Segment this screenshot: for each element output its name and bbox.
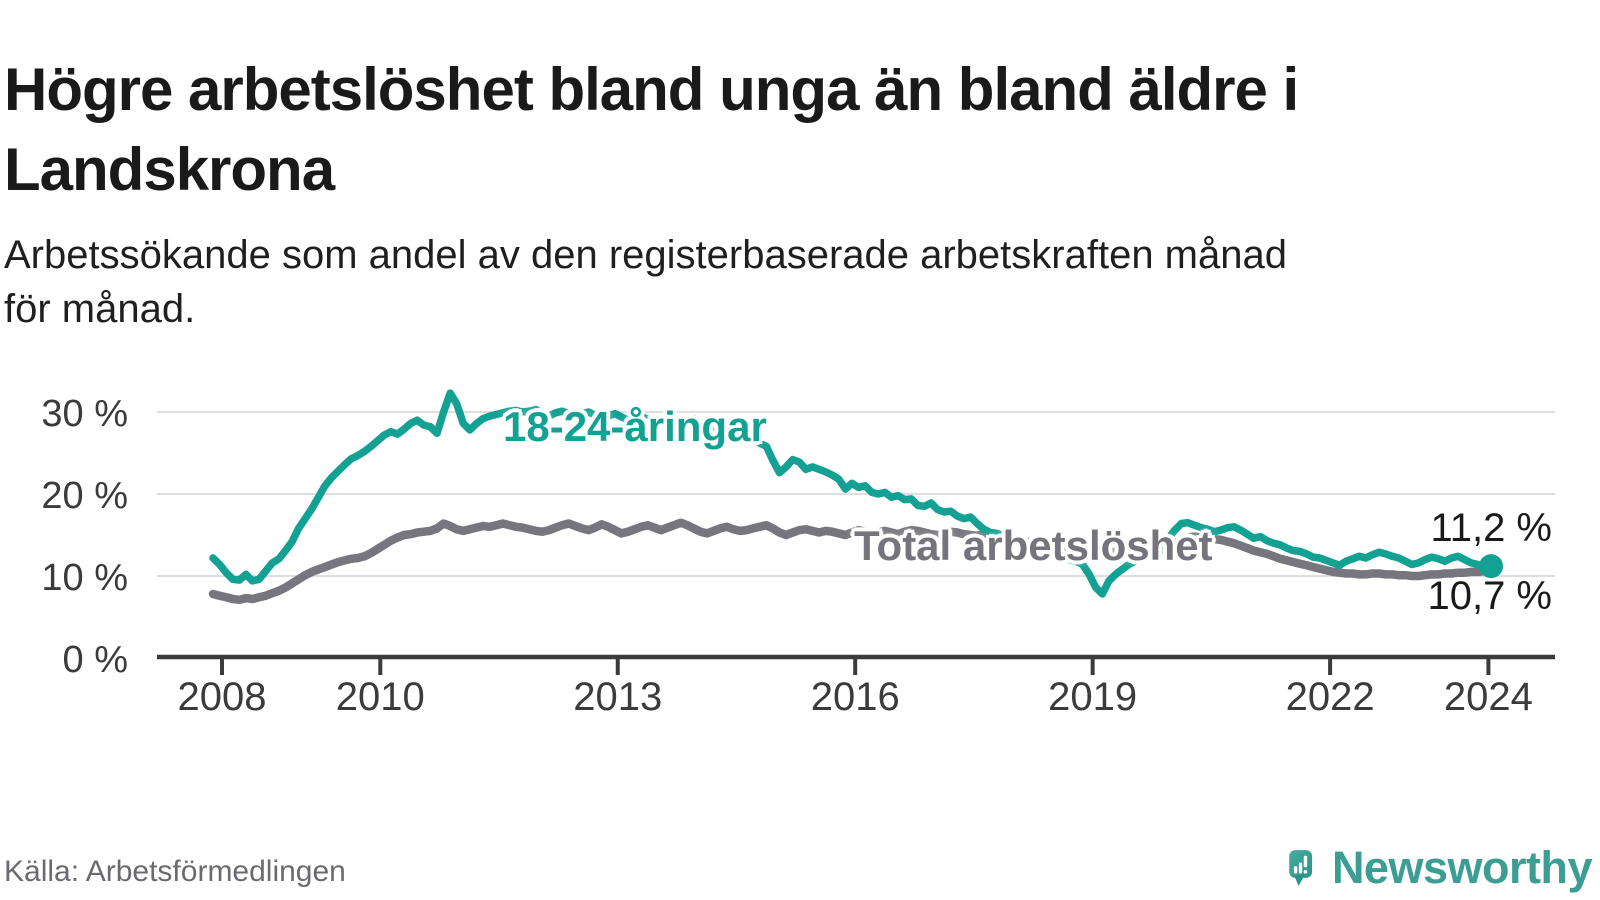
logo-exclamation-dot	[1303, 869, 1308, 874]
logo-bar-2	[1298, 862, 1303, 874]
x-tick-label-2010: 2010	[336, 675, 425, 719]
series-end-dot	[1479, 554, 1503, 579]
logo-exclamation-bar	[1303, 855, 1308, 868]
logo-bubble-tail	[1294, 875, 1305, 886]
end-value-youth: 11,2 %	[1430, 506, 1552, 550]
y-tick-label-20: 20 %	[41, 475, 128, 517]
series-line-total	[208, 518, 1496, 605]
series-line-youth	[209, 389, 1495, 598]
x-tick-label-2008: 2008	[178, 675, 267, 719]
y-tick-label-10: 10 %	[41, 557, 128, 599]
page-subtitle: Arbetssökande som andel av den registerb…	[4, 233, 1287, 331]
x-tick-label-2024: 2024	[1444, 675, 1533, 719]
newsworthy-logo-icon	[1289, 850, 1313, 886]
end-value-total: 10,7 %	[1427, 574, 1552, 618]
x-tick-label-2013: 2013	[573, 675, 662, 719]
x-tick-label-2022: 2022	[1286, 675, 1375, 719]
newsworthy-wordmark: Newsworthy	[1331, 842, 1593, 893]
series-label-youth: 18-24-åringar	[503, 403, 767, 450]
series-label-total: Total arbetslöshet	[854, 522, 1213, 569]
source-note: Källa: Arbetsförmedlingen	[4, 855, 346, 888]
logo-bar-1	[1293, 866, 1298, 874]
x-tick-label-2016: 2016	[811, 675, 900, 719]
y-tick-label-0: 0 %	[63, 639, 128, 681]
y-tick-label-30: 30 %	[41, 393, 128, 435]
newsworthy-logo: Newsworthy	[1288, 836, 1593, 900]
page-title: Högre arbetslöshet bland unga än bland ä…	[4, 56, 1299, 203]
x-tick-label-2019: 2019	[1048, 675, 1137, 719]
